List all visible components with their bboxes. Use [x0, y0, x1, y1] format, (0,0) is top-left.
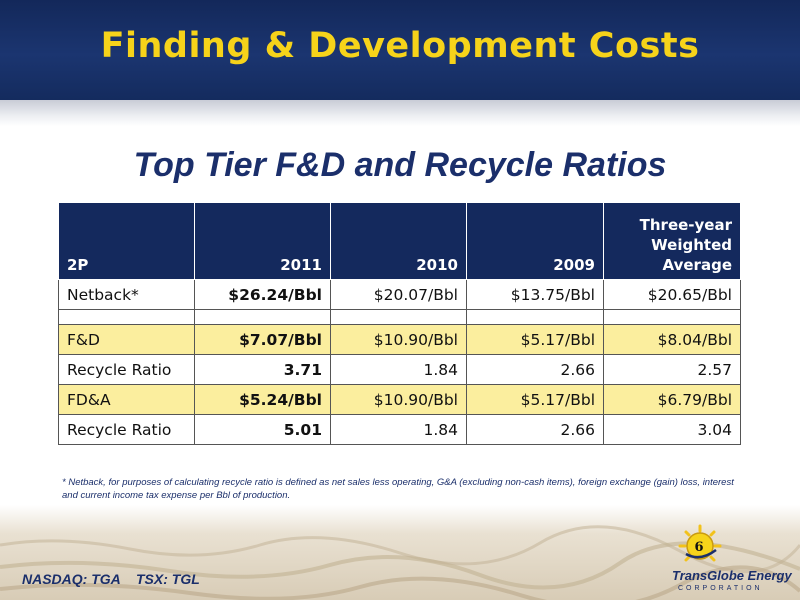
table-cell — [58, 309, 195, 325]
slide-title: Finding & Development Costs — [100, 26, 700, 66]
table-cell: 5.01 — [194, 414, 331, 445]
sun-icon — [678, 524, 722, 562]
table-row: FD&A $5.24/Bbl $10.90/Bbl $5.17/Bbl $6.7… — [58, 384, 741, 415]
column-header: 2010 — [330, 202, 467, 280]
table-row-spacer — [58, 309, 741, 325]
table-header-row: 2P 2011 2010 2009 Three-year Weighted Aver… — [58, 202, 741, 280]
table-cell: $13.75/Bbl — [466, 279, 604, 310]
table-cell: $20.07/Bbl — [330, 279, 467, 310]
table-cell: $8.04/Bbl — [603, 324, 741, 355]
row-label: FD&A — [58, 384, 195, 415]
logo-subtitle: CORPORATION — [678, 585, 763, 592]
row-label: Recycle Ratio — [58, 414, 195, 445]
table-cell: $10.90/Bbl — [330, 384, 467, 415]
table-cell: $5.24/Bbl — [194, 384, 331, 415]
slide-subtitle: Top Tier F&D and Recycle Ratios — [133, 146, 667, 184]
table-cell — [330, 309, 467, 325]
footnote: * Netback, for purposes of calculating r… — [62, 477, 734, 501]
table-cell: 3.04 — [603, 414, 741, 445]
table-row: F&D $7.07/Bbl $10.90/Bbl $5.17/Bbl $8.04… — [58, 324, 741, 355]
logo-wordmark: TransGlobe Energy — [672, 568, 792, 583]
table-cell: $20.65/Bbl — [603, 279, 741, 310]
sand-ripples — [0, 525, 800, 600]
company-logo: 6 TransGlobe Energy CORPORATION — [668, 524, 792, 596]
table-cell: $5.17/Bbl — [466, 384, 604, 415]
table-cell: $5.17/Bbl — [466, 324, 604, 355]
table-row: Recycle Ratio 3.71 1.84 2.66 2.57 — [58, 354, 741, 385]
title-banner: Finding & Development Costs — [0, 0, 800, 100]
column-header: 2P — [58, 202, 195, 280]
table-cell — [603, 309, 741, 325]
page-number: 6 — [694, 540, 704, 555]
table-row: Netback* $26.24/Bbl $20.07/Bbl $13.75/Bb… — [58, 279, 741, 310]
table-cell: $10.90/Bbl — [330, 324, 467, 355]
column-header: 2011 — [194, 202, 331, 280]
fd-table: 2P 2011 2010 2009 Three-year Weighted Aver… — [58, 202, 741, 445]
sand-background — [0, 505, 800, 600]
tsx-ticker: TSX: TGL — [136, 571, 200, 587]
table-cell: 2.57 — [603, 354, 741, 385]
table-cell: $7.07/Bbl — [194, 324, 331, 355]
table-cell: 1.84 — [330, 414, 467, 445]
row-label: Netback* — [58, 279, 195, 310]
table-row: Recycle Ratio 5.01 1.84 2.66 3.04 — [58, 414, 741, 445]
table-cell: 2.66 — [466, 354, 604, 385]
table-cell: $26.24/Bbl — [194, 279, 331, 310]
table-cell: 3.71 — [194, 354, 331, 385]
table-cell: 1.84 — [330, 354, 467, 385]
nasdaq-ticker: NASDAQ: TGA — [22, 571, 121, 587]
column-header: Three-year Weighted Average — [603, 202, 741, 280]
row-label: F&D — [58, 324, 195, 355]
table-cell — [194, 309, 331, 325]
row-label: Recycle Ratio — [58, 354, 195, 385]
column-header: 2009 — [466, 202, 604, 280]
table-cell — [466, 309, 604, 325]
table-cell: $6.79/Bbl — [603, 384, 741, 415]
banner-shadow — [0, 100, 800, 126]
table-cell: 2.66 — [466, 414, 604, 445]
